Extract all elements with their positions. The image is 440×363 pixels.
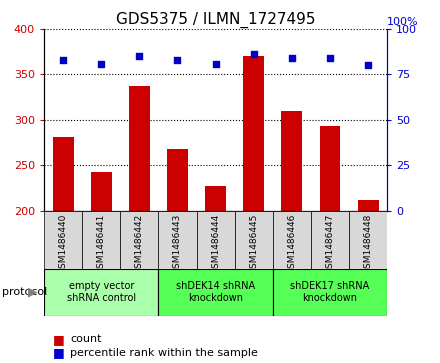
Bar (53, 137, 73, 211)
Text: GSM1486448: GSM1486448 (363, 213, 373, 274)
Bar (44, 211, 82, 269)
Bar (282, 111, 302, 211)
Title: GDS5375 / ILMN_1727495: GDS5375 / ILMN_1727495 (116, 12, 315, 28)
Text: protocol: protocol (2, 287, 48, 297)
Bar (273, 269, 387, 316)
Text: GSM1486440: GSM1486440 (59, 213, 68, 274)
Point (136, 53, 143, 59)
Text: percentile rank within the sample: percentile rank within the sample (70, 348, 258, 358)
Bar (167, 149, 188, 211)
Point (250, 52, 257, 57)
Text: empty vector
shRNA control: empty vector shRNA control (66, 281, 136, 303)
Text: 100%: 100% (387, 17, 419, 27)
Point (365, 62, 372, 68)
Bar (319, 126, 341, 211)
Text: ■: ■ (53, 346, 65, 359)
Bar (349, 211, 387, 269)
Text: GSM1486446: GSM1486446 (287, 213, 297, 274)
Bar (205, 186, 226, 211)
Point (326, 55, 334, 61)
Bar (311, 211, 349, 269)
Text: GSM1486445: GSM1486445 (249, 213, 258, 274)
Point (174, 57, 181, 63)
Text: ■: ■ (53, 333, 65, 346)
Text: GSM1486442: GSM1486442 (135, 213, 144, 274)
Bar (358, 200, 378, 211)
Point (288, 55, 295, 61)
Text: GSM1486443: GSM1486443 (173, 213, 182, 274)
Point (212, 61, 219, 66)
Text: count: count (70, 334, 102, 344)
Bar (235, 211, 273, 269)
Bar (158, 269, 273, 316)
Text: GSM1486447: GSM1486447 (326, 213, 334, 274)
Text: shDEK17 shRNA
knockdown: shDEK17 shRNA knockdown (290, 281, 370, 303)
Text: shDEK14 shRNA
knockdown: shDEK14 shRNA knockdown (176, 281, 255, 303)
Bar (273, 211, 311, 269)
Point (98, 61, 105, 66)
Point (59, 57, 66, 63)
Bar (158, 211, 197, 269)
Bar (120, 211, 158, 269)
Bar (197, 211, 235, 269)
Bar (91, 171, 112, 211)
Bar (82, 211, 120, 269)
Bar (44, 269, 158, 316)
Text: ▶: ▶ (28, 286, 38, 299)
Bar (129, 86, 150, 211)
Text: GSM1486444: GSM1486444 (211, 213, 220, 274)
Text: GSM1486441: GSM1486441 (97, 213, 106, 274)
Bar (243, 56, 264, 211)
